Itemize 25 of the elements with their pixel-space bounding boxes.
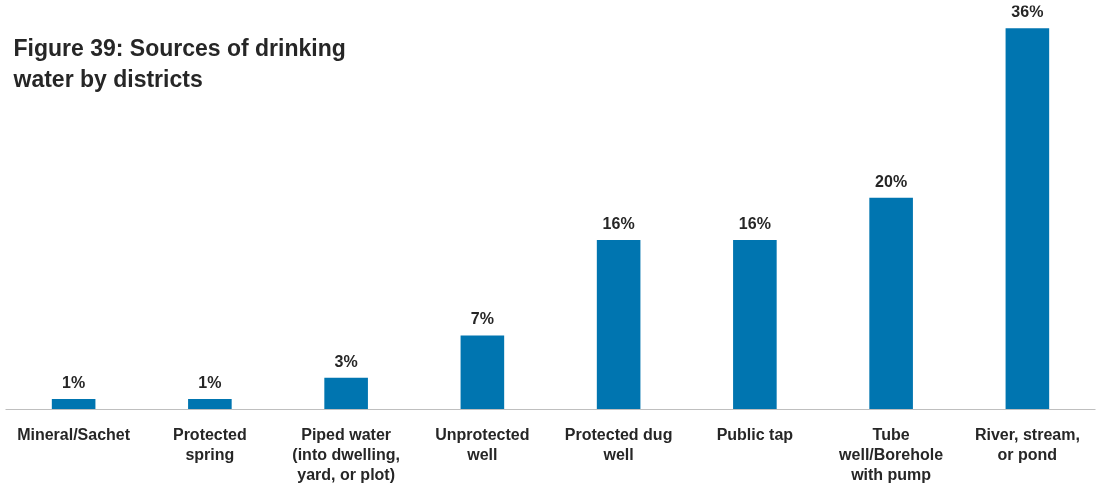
x-tick-label: Unprotected well bbox=[435, 425, 530, 463]
x-tick-label: River, stream, or pond bbox=[974, 425, 1080, 463]
data-label: 1% bbox=[62, 373, 86, 391]
bar bbox=[869, 197, 913, 410]
data-label: 16% bbox=[738, 215, 771, 233]
data-label: 1% bbox=[198, 373, 222, 391]
bar bbox=[188, 398, 232, 410]
x-tick-label: Public tap bbox=[716, 425, 794, 443]
data-label: 20% bbox=[875, 172, 908, 190]
data-label: 36% bbox=[1011, 3, 1044, 21]
bar bbox=[596, 240, 641, 410]
x-tick-label: Protected spring bbox=[172, 425, 247, 463]
data-label: 3% bbox=[334, 352, 358, 370]
x-tick-label: Tube well/Borehole with pump bbox=[838, 425, 944, 484]
bar bbox=[324, 377, 368, 410]
x-tick-label: Protected dug well bbox=[564, 425, 673, 463]
text: Figure 39: Sources of drinking water by districts bbox=[12, 34, 346, 92]
x-tick-label: Piped water (into dwelling, yard, or plot) bbox=[292, 425, 400, 484]
bar bbox=[460, 335, 505, 410]
bar bbox=[51, 398, 96, 410]
data-label: 16% bbox=[602, 215, 635, 233]
data-label: 7% bbox=[470, 310, 494, 328]
bar bbox=[733, 240, 777, 410]
x-tick-label: Mineral/Sachet bbox=[17, 425, 131, 443]
bar bbox=[1005, 28, 1050, 410]
